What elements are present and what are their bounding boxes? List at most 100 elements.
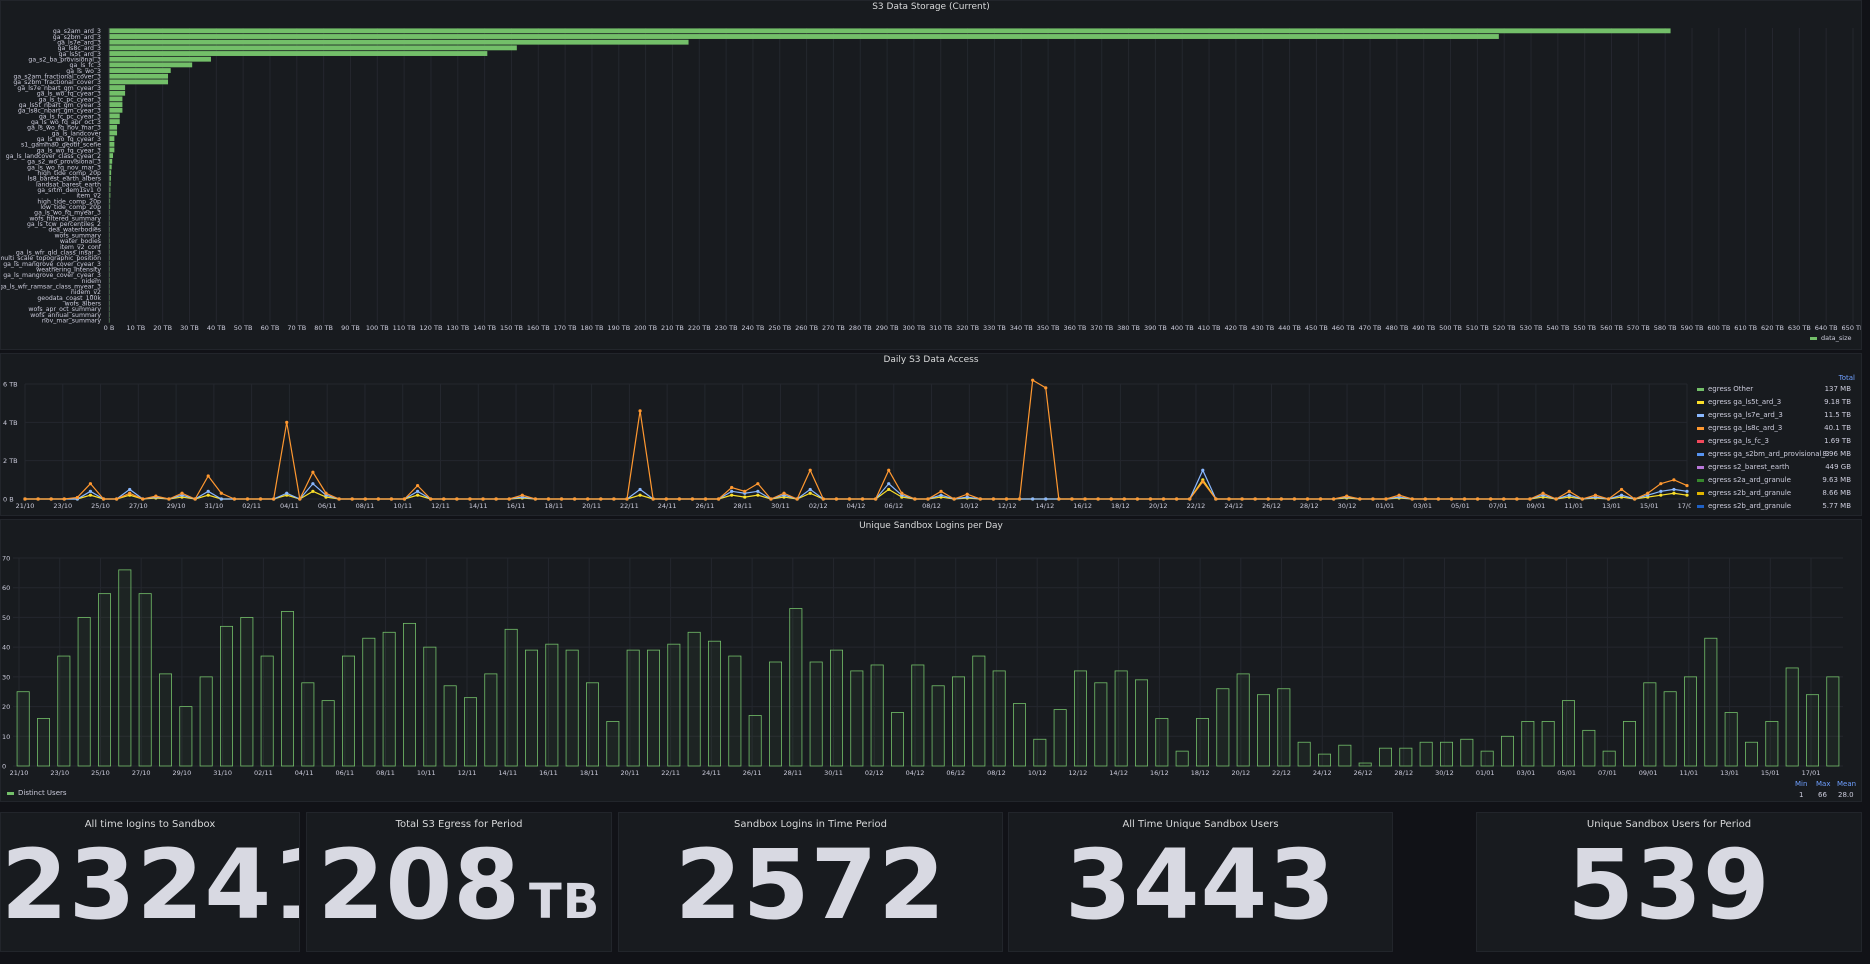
access-legend-item[interactable]: egress ga_ls5t_ard_3 9.18 TB [1697, 398, 1855, 406]
access-point [88, 482, 93, 486]
access-legend-item[interactable]: egress s2b_ard_granule 5.77 MB [1697, 502, 1855, 510]
logins-bar [1216, 688, 1230, 767]
storage-category-label: wofs_filtered_summary [29, 215, 101, 222]
logins-bar [1663, 691, 1677, 767]
access-point [690, 497, 695, 501]
access-legend-item[interactable]: egress s2b_ard_granule 8.66 MB [1697, 489, 1855, 497]
stat-number: 23241 [1, 829, 299, 941]
storage-category-label: ga_s2bm_fractional_cover_3 [13, 79, 101, 86]
logins-bar [1318, 753, 1332, 767]
storage-bar [109, 28, 1671, 34]
logins-bar [1196, 718, 1210, 767]
stat-title[interactable]: Unique Sandbox Users for Period [1586, 819, 1752, 830]
logins-panel: Unique Sandbox Logins per Day 0 10 20 30 40 5… [0, 519, 1862, 802]
access-point [272, 497, 276, 501]
logins-y-tick: 10 [2, 733, 10, 741]
access-legend-item[interactable]: egress s2a_ard_granule 9.63 MB [1697, 476, 1855, 484]
stat-title[interactable]: All time logins to Sandbox [84, 819, 216, 830]
access-legend-item[interactable]: egress ga_ls8c_ard_3 40.1 TB [1697, 424, 1855, 432]
storage-x-tick: 270 TB [822, 324, 845, 332]
access-legend-item[interactable]: egress Other 137 MB [1697, 385, 1855, 393]
access-legend-total-header[interactable]: Total [1838, 374, 1855, 382]
storage-category-label: high_tide_comp_20p [37, 170, 101, 177]
access-point [128, 491, 132, 495]
access-legend-item[interactable]: egress ga_ls_fc_3 1.69 TB [1697, 437, 1855, 445]
access-legend-total: 5.77 MB [1822, 502, 1851, 510]
logins-bar [1684, 676, 1698, 767]
logins-bar [1602, 750, 1616, 767]
storage-panel-title[interactable]: S3 Data Storage (Current) [872, 2, 990, 12]
access-y-tick: 2 TB [3, 457, 18, 465]
access-legend-item[interactable]: egress ga_s2bm_ard_provisional_3 8.96 MB [1697, 450, 1855, 458]
logins-bar [158, 673, 172, 767]
access-point [1423, 497, 1427, 501]
logins-x-tick: 12/12 [1069, 769, 1088, 777]
logins-x-tick: 28/11 [783, 769, 802, 777]
logins-bar [16, 691, 30, 767]
storage-category-label: ga_s2am_fractional_cover_3 [14, 74, 102, 81]
storage-x-tick: 340 TB [1010, 324, 1033, 332]
access-point [1672, 491, 1676, 495]
logins-bar [972, 655, 986, 767]
access-point [1541, 491, 1545, 495]
access-x-tick: 04/11 [280, 502, 299, 510]
logins-legend-min-header[interactable]: Min [1795, 780, 1808, 788]
storage-x-tick: 100 TB [366, 324, 389, 332]
access-x-tick: 06/11 [318, 502, 337, 510]
access-legend-total: 8.66 MB [1822, 489, 1851, 497]
logins-bar [118, 569, 132, 767]
access-point [1096, 497, 1100, 501]
logins-x-tick: 15/01 [1761, 769, 1780, 777]
logins-bar [1541, 721, 1555, 767]
logins-bar [199, 676, 213, 767]
access-point [1476, 497, 1480, 501]
logins-bar [1582, 729, 1596, 767]
access-point [965, 495, 969, 499]
access-x-tick: 29/10 [167, 502, 186, 510]
logins-bar [525, 649, 539, 767]
access-x-tick: 01/01 [1375, 502, 1394, 510]
storage-category-label: item_v2_conf [60, 244, 102, 251]
stat-title[interactable]: All Time Unique Sandbox Users [1122, 819, 1279, 830]
logins-legend-mean-header[interactable]: Mean [1837, 780, 1857, 788]
logins-legend-max-header[interactable]: Max [1816, 780, 1831, 788]
access-point [1279, 497, 1283, 501]
access-x-tick: 23/10 [53, 502, 72, 510]
logins-bar [423, 646, 437, 767]
logins-bar [931, 685, 945, 767]
logins-panel-title[interactable]: Unique Sandbox Logins per Day [859, 521, 1003, 531]
storage-x-tick: 290 TB [876, 324, 899, 332]
access-x-tick: 14/12 [1035, 502, 1054, 510]
storage-category-label: ga_ls_wo_fq_cyear_3 [37, 136, 101, 143]
storage-x-tick: 560 TB [1600, 324, 1623, 332]
access-point [1672, 487, 1676, 492]
access-legend-swatch [1697, 478, 1704, 482]
logins-x-tick: 08/12 [987, 769, 1006, 777]
storage-x-tick: 90 TB [341, 324, 360, 332]
storage-x-tick: 390 TB [1144, 324, 1167, 332]
logins-x-tick: 05/01 [1557, 769, 1576, 777]
access-point [468, 497, 472, 501]
stat-title[interactable]: Sandbox Logins in Time Period [734, 819, 887, 830]
logins-bar [748, 715, 762, 767]
access-point [415, 489, 420, 493]
logins-y-tick: 40 [2, 644, 10, 652]
access-point [219, 497, 223, 501]
access-legend-total: 8.96 MB [1822, 450, 1851, 458]
stat-title[interactable]: Total S3 Egress for Period [395, 819, 523, 830]
access-point [101, 497, 106, 501]
storage-x-tick: 350 TB [1037, 324, 1060, 332]
access-panel-title[interactable]: Daily S3 Data Access [883, 355, 979, 365]
access-legend-item[interactable]: egress s2_barest_earth 449 GB [1697, 463, 1855, 471]
access-legend-swatch [1697, 491, 1704, 495]
access-legend-item[interactable]: egress ga_ls7e_ard_3 11.5 TB [1697, 411, 1855, 419]
storage-category-label: weathering_intensity [36, 266, 101, 273]
storage-category-label: high_tide_comp_20p [37, 198, 101, 205]
storage-category-label: ga_srtm_dem1sv1_0 [37, 187, 101, 194]
logins-x-tick: 12/11 [458, 769, 477, 777]
logins-legend-item[interactable]: Distinct Users [7, 789, 67, 797]
logins-x-tick: 07/01 [1598, 769, 1617, 777]
access-point [1057, 497, 1061, 501]
storage-bar [109, 141, 115, 147]
access-x-tick: 30/12 [1338, 502, 1357, 510]
